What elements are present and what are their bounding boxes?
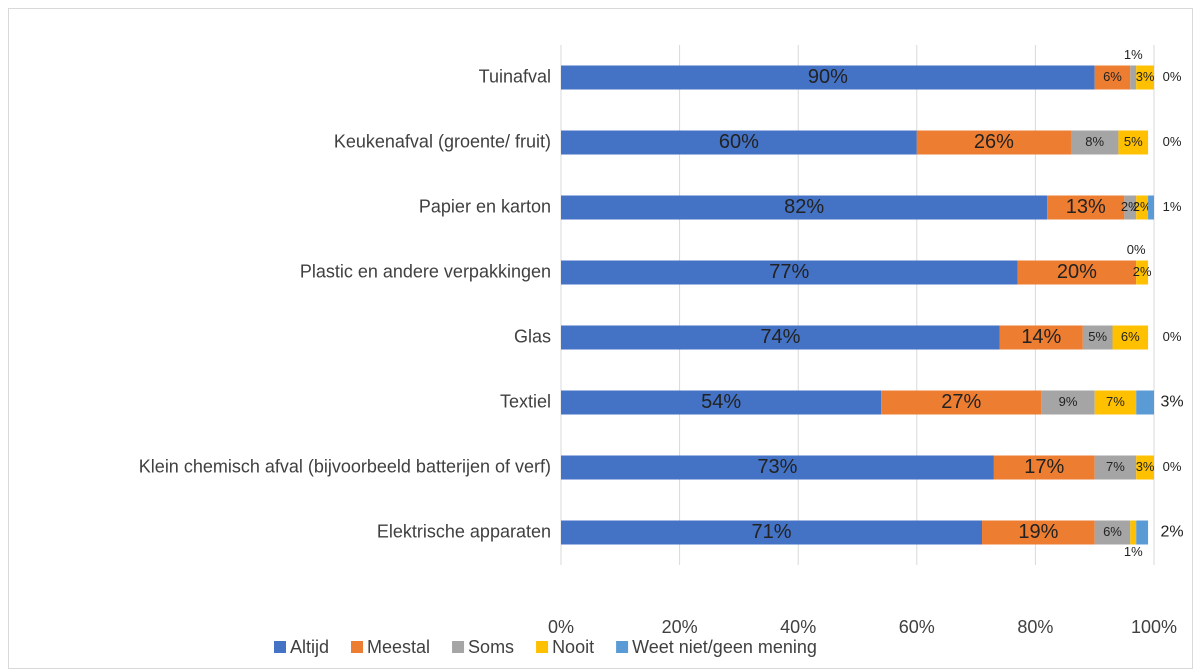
data-label: 20% — [1057, 261, 1097, 283]
data-label: 60% — [719, 131, 759, 153]
data-label: 5% — [1124, 134, 1143, 149]
bar-segment — [561, 455, 994, 480]
data-label: 5% — [1088, 329, 1107, 344]
bar-segment — [1041, 390, 1095, 415]
x-tick-label: 20% — [662, 617, 698, 637]
legend-label: Meestal — [367, 637, 430, 657]
legend-swatch — [274, 641, 286, 653]
bar-segment — [561, 260, 1018, 285]
data-label: 13% — [1066, 196, 1106, 218]
data-label: 77% — [769, 261, 809, 283]
data-label: 27% — [941, 391, 981, 413]
y-tick-label: Tuinafval — [479, 66, 551, 86]
data-label: 3% — [1160, 394, 1183, 411]
data-label: 2% — [1160, 524, 1183, 541]
data-label: 7% — [1106, 459, 1125, 474]
data-label: 8% — [1085, 134, 1104, 149]
y-tick-label: Plastic en andere verpakkingen — [300, 261, 551, 281]
legend-label: Nooit — [552, 637, 594, 657]
data-label: 54% — [701, 391, 741, 413]
bar-segment — [982, 520, 1095, 545]
bar-segment — [561, 195, 1048, 220]
data-label: 7% — [1106, 394, 1125, 409]
y-tick-label: Papier en karton — [419, 196, 551, 216]
bar-segment — [1148, 195, 1154, 220]
bar-segment — [1136, 520, 1149, 545]
y-tick-label: Elektrische apparaten — [377, 521, 551, 541]
bar-segment — [1118, 130, 1149, 155]
bar-segment — [1124, 195, 1137, 220]
data-label: 1% — [1163, 199, 1182, 214]
data-label: 0% — [1163, 329, 1182, 344]
bar-segment — [561, 65, 1095, 90]
data-label: 90% — [808, 66, 848, 88]
y-tick-label: Klein chemisch afval (bijvoorbeeld batte… — [139, 456, 551, 476]
data-label: 73% — [757, 456, 797, 478]
data-label: 1% — [1124, 544, 1143, 559]
legend-swatch — [351, 641, 364, 653]
data-label: 1% — [1124, 47, 1143, 62]
bar-segment — [1094, 390, 1137, 415]
data-label: 6% — [1121, 329, 1140, 344]
data-label: 3% — [1136, 459, 1155, 474]
bar-segment — [561, 390, 882, 415]
x-tick-label: 80% — [1017, 617, 1053, 637]
x-tick-label: 40% — [780, 617, 816, 637]
bar-segment — [1130, 520, 1137, 545]
bar-segment — [1112, 325, 1149, 350]
data-label: 0% — [1127, 242, 1146, 257]
data-label: 0% — [1163, 134, 1182, 149]
bar-segment — [1094, 65, 1131, 90]
legend-swatch — [452, 641, 465, 653]
bar-segment — [1136, 390, 1154, 415]
data-label: 0% — [1163, 459, 1182, 474]
bar-segment — [1094, 455, 1137, 480]
data-label: 2% — [1133, 199, 1152, 214]
data-label: 6% — [1103, 69, 1122, 84]
data-label: 82% — [784, 196, 824, 218]
legend-swatch — [616, 641, 629, 653]
y-tick-label: Textiel — [500, 391, 551, 411]
bar-segment — [1136, 260, 1149, 285]
bar-segment — [1136, 195, 1149, 220]
legend-label: Soms — [468, 637, 514, 657]
bar-segment — [993, 455, 1095, 480]
bar-segment — [1136, 65, 1154, 90]
bar-segment — [561, 520, 983, 545]
bar-segment — [881, 390, 1042, 415]
data-label: 6% — [1103, 524, 1122, 539]
x-tick-label: 60% — [899, 617, 935, 637]
y-tick-label: Keukenafval (groente/ fruit) — [334, 131, 551, 151]
data-label: 74% — [760, 326, 800, 348]
bar-segment — [1017, 260, 1137, 285]
legend-label: Weet niet/geen mening — [632, 637, 817, 657]
x-tick-label: 0% — [548, 617, 574, 637]
bar-segment — [1094, 520, 1131, 545]
data-label: 0% — [1163, 69, 1182, 84]
bar-segment — [916, 130, 1071, 155]
data-label: 19% — [1018, 521, 1058, 543]
x-tick-label: 100% — [1131, 617, 1177, 637]
bar-segment — [1130, 65, 1137, 90]
legend-swatch — [536, 641, 549, 653]
bar-segment — [561, 130, 917, 155]
data-label: 26% — [974, 131, 1014, 153]
y-tick-label: Glas — [514, 326, 551, 346]
bar-segment — [1070, 130, 1119, 155]
data-label: 2% — [1133, 264, 1152, 279]
data-label: 2% — [1121, 199, 1140, 214]
bar-segment — [1136, 455, 1154, 480]
data-label: 14% — [1021, 326, 1061, 348]
bar-segment — [999, 325, 1083, 350]
bar-segment — [1082, 325, 1113, 350]
data-label: 9% — [1059, 394, 1078, 409]
legend-label: Altijd — [290, 637, 329, 657]
data-label: 71% — [751, 521, 791, 543]
bar-segment — [561, 325, 1000, 350]
data-label: 3% — [1136, 69, 1155, 84]
data-label: 17% — [1024, 456, 1064, 478]
bar-segment — [1047, 195, 1125, 220]
